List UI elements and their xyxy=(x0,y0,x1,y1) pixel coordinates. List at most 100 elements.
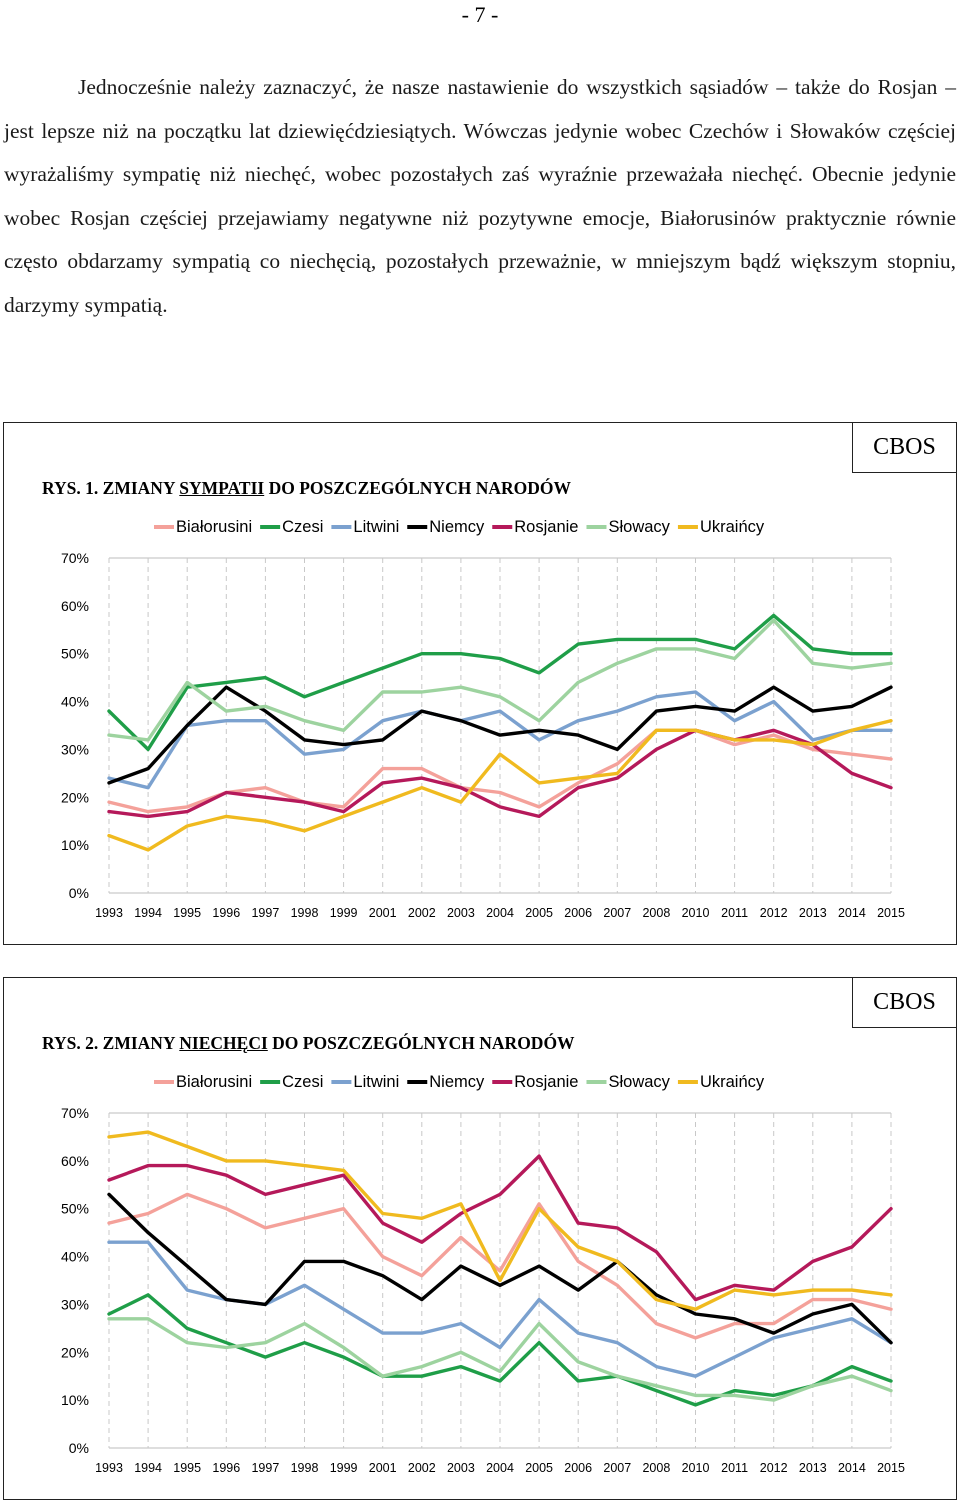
x-tick-label: 2015 xyxy=(877,1461,905,1475)
x-tick-label: 1995 xyxy=(173,1461,201,1475)
y-tick-label: 40% xyxy=(61,1249,89,1265)
x-tick-label: 2006 xyxy=(564,1461,592,1475)
series-line-slowacy xyxy=(107,618,893,742)
y-tick-label: 50% xyxy=(61,646,89,662)
series-line-ukraincy xyxy=(107,719,893,852)
figure-title: RYS. 1. ZMIANY SYMPATII DO POSZCZEGÓLNYC… xyxy=(42,478,571,499)
x-tick-label: 2008 xyxy=(642,1461,670,1475)
title-part: DO POSZCZEGÓLNYCH NARODÓW xyxy=(264,478,571,498)
x-tick-label: 2001 xyxy=(369,1461,397,1475)
x-tick-label: 2013 xyxy=(799,906,827,920)
x-tick-label: 2013 xyxy=(799,1461,827,1475)
legend-label-czesi: Czesi xyxy=(282,1073,323,1091)
line-chart: 1993 1994 1995 1996 1997 1998 1999 2001 2002 2003… xyxy=(61,518,905,920)
legend-label-ukraincy: Ukraińcy xyxy=(700,518,765,536)
x-tick-label: 2007 xyxy=(603,906,631,920)
y-tick-label: 60% xyxy=(61,1153,89,1169)
x-tick-label: 1997 xyxy=(251,906,279,920)
x-tick-label: 2014 xyxy=(838,1461,866,1475)
y-tick-label: 20% xyxy=(61,1344,89,1360)
y-tick-label: 70% xyxy=(61,550,89,566)
title-part: ZMIANY xyxy=(102,478,180,498)
series-line-litwini xyxy=(107,690,893,790)
x-tick-label: 2004 xyxy=(486,1461,514,1475)
y-tick-label: 20% xyxy=(61,789,89,805)
legend: Białorusini Czesi Litwini Niemcy Rosjanie Sło… xyxy=(154,518,765,536)
y-tick-label: 60% xyxy=(61,598,89,614)
x-tick-label: 2004 xyxy=(486,906,514,920)
y-tick-label: 50% xyxy=(61,1201,89,1217)
page-number: - 7 - xyxy=(461,2,499,27)
legend: Białorusini Czesi Litwini Niemcy Rosjanie Sło… xyxy=(154,1073,765,1091)
legend-label-niemcy: Niemcy xyxy=(429,1073,485,1091)
x-tick-label: 1996 xyxy=(212,1461,240,1475)
series-line-rosjanie xyxy=(107,728,893,819)
x-tick-label: 1995 xyxy=(173,906,201,920)
x-tick-label: 2003 xyxy=(447,906,475,920)
x-tick-label: 2012 xyxy=(760,906,788,920)
legend-label-litwini: Litwini xyxy=(353,1073,399,1091)
x-tick-label: 2010 xyxy=(682,1461,710,1475)
legend-label-slowacy: Słowacy xyxy=(608,1073,670,1091)
legend-label-bialorusini: Białorusini xyxy=(176,518,252,536)
title-part: ZMIANY xyxy=(102,1033,180,1053)
series-line-rosjanie xyxy=(107,1154,893,1302)
x-tick-label: 2015 xyxy=(877,906,905,920)
figure-number: RYS. 1. xyxy=(42,478,103,498)
figure-title: RYS. 2. ZMIANY NIECHĘCI DO POSZCZEGÓLNYC… xyxy=(42,1033,575,1054)
title-underlined: NIECHĘCI xyxy=(179,1033,268,1053)
legend-label-ukraincy: Ukraińcy xyxy=(700,1073,765,1091)
y-tick-label: 30% xyxy=(61,741,89,757)
legend-label-rosjanie: Rosjanie xyxy=(514,1073,578,1091)
figure-1: CBOS RYS. 1. ZMIANY SYMPATII DO POSZCZEG… xyxy=(3,422,957,945)
x-tick-label: 2010 xyxy=(682,906,710,920)
x-tick-label: 2002 xyxy=(408,906,436,920)
series-line-niemcy xyxy=(107,685,893,785)
series-line-ukraincy xyxy=(107,1130,893,1311)
y-tick-label: 70% xyxy=(61,1105,89,1121)
body-paragraph: Jednocześnie należy zaznaczyć, że nasze … xyxy=(4,75,956,317)
x-tick-label: 2005 xyxy=(525,1461,553,1475)
y-tick-label: 30% xyxy=(61,1296,89,1312)
x-tick-label: 2011 xyxy=(721,1461,748,1475)
x-tick-label: 1997 xyxy=(251,1461,279,1475)
x-tick-label: 2005 xyxy=(525,906,553,920)
x-tick-label: 2007 xyxy=(603,1461,631,1475)
legend-label-litwini: Litwini xyxy=(353,518,399,536)
y-tick-label: 0% xyxy=(69,1440,89,1456)
figure-number: RYS. 2. xyxy=(42,1033,103,1053)
x-tick-label: 1996 xyxy=(212,906,240,920)
series-line-bialorusini xyxy=(107,1192,893,1340)
x-tick-label: 2003 xyxy=(447,1461,475,1475)
legend-label-czesi: Czesi xyxy=(282,518,323,536)
title-part: DO POSZCZEGÓLNYCH NARODÓW xyxy=(267,1033,575,1053)
x-tick-label: 1999 xyxy=(330,906,358,920)
legend-label-slowacy: Słowacy xyxy=(608,518,670,536)
x-tick-label: 1994 xyxy=(134,1461,162,1475)
x-tick-label: 2006 xyxy=(564,906,592,920)
x-tick-label: 1998 xyxy=(291,906,319,920)
x-tick-label: 1998 xyxy=(291,1461,319,1475)
legend-label-niemcy: Niemcy xyxy=(429,518,485,536)
y-tick-label: 10% xyxy=(61,837,89,853)
x-tick-label: 1993 xyxy=(95,906,123,920)
source-label: CBOS xyxy=(852,423,956,473)
y-tick-label: 10% xyxy=(61,1392,89,1408)
legend-label-rosjanie: Rosjanie xyxy=(514,518,578,536)
title-underlined: SYMPATII xyxy=(179,478,265,498)
figure-2: CBOS RYS. 2. ZMIANY NIECHĘCI DO POSZCZEG… xyxy=(3,977,957,1500)
legend-label-bialorusini: Białorusini xyxy=(176,1073,252,1091)
x-tick-label: 2002 xyxy=(408,1461,436,1475)
x-tick-label: 1999 xyxy=(330,1461,358,1475)
line-chart: 1993 1994 1995 1996 1997 1998 1999 2001 2002 2003… xyxy=(61,1073,905,1475)
x-tick-label: 2001 xyxy=(369,906,397,920)
series-line-slowacy xyxy=(107,1317,893,1402)
source-label: CBOS xyxy=(852,978,956,1028)
y-tick-label: 40% xyxy=(61,694,89,710)
x-tick-label: 1994 xyxy=(134,906,162,920)
x-tick-label: 2014 xyxy=(838,906,866,920)
series-line-czesi xyxy=(107,613,893,752)
series-line-niemcy xyxy=(107,1192,893,1345)
x-tick-label: 1993 xyxy=(95,1461,123,1475)
x-tick-label: 2008 xyxy=(642,906,670,920)
